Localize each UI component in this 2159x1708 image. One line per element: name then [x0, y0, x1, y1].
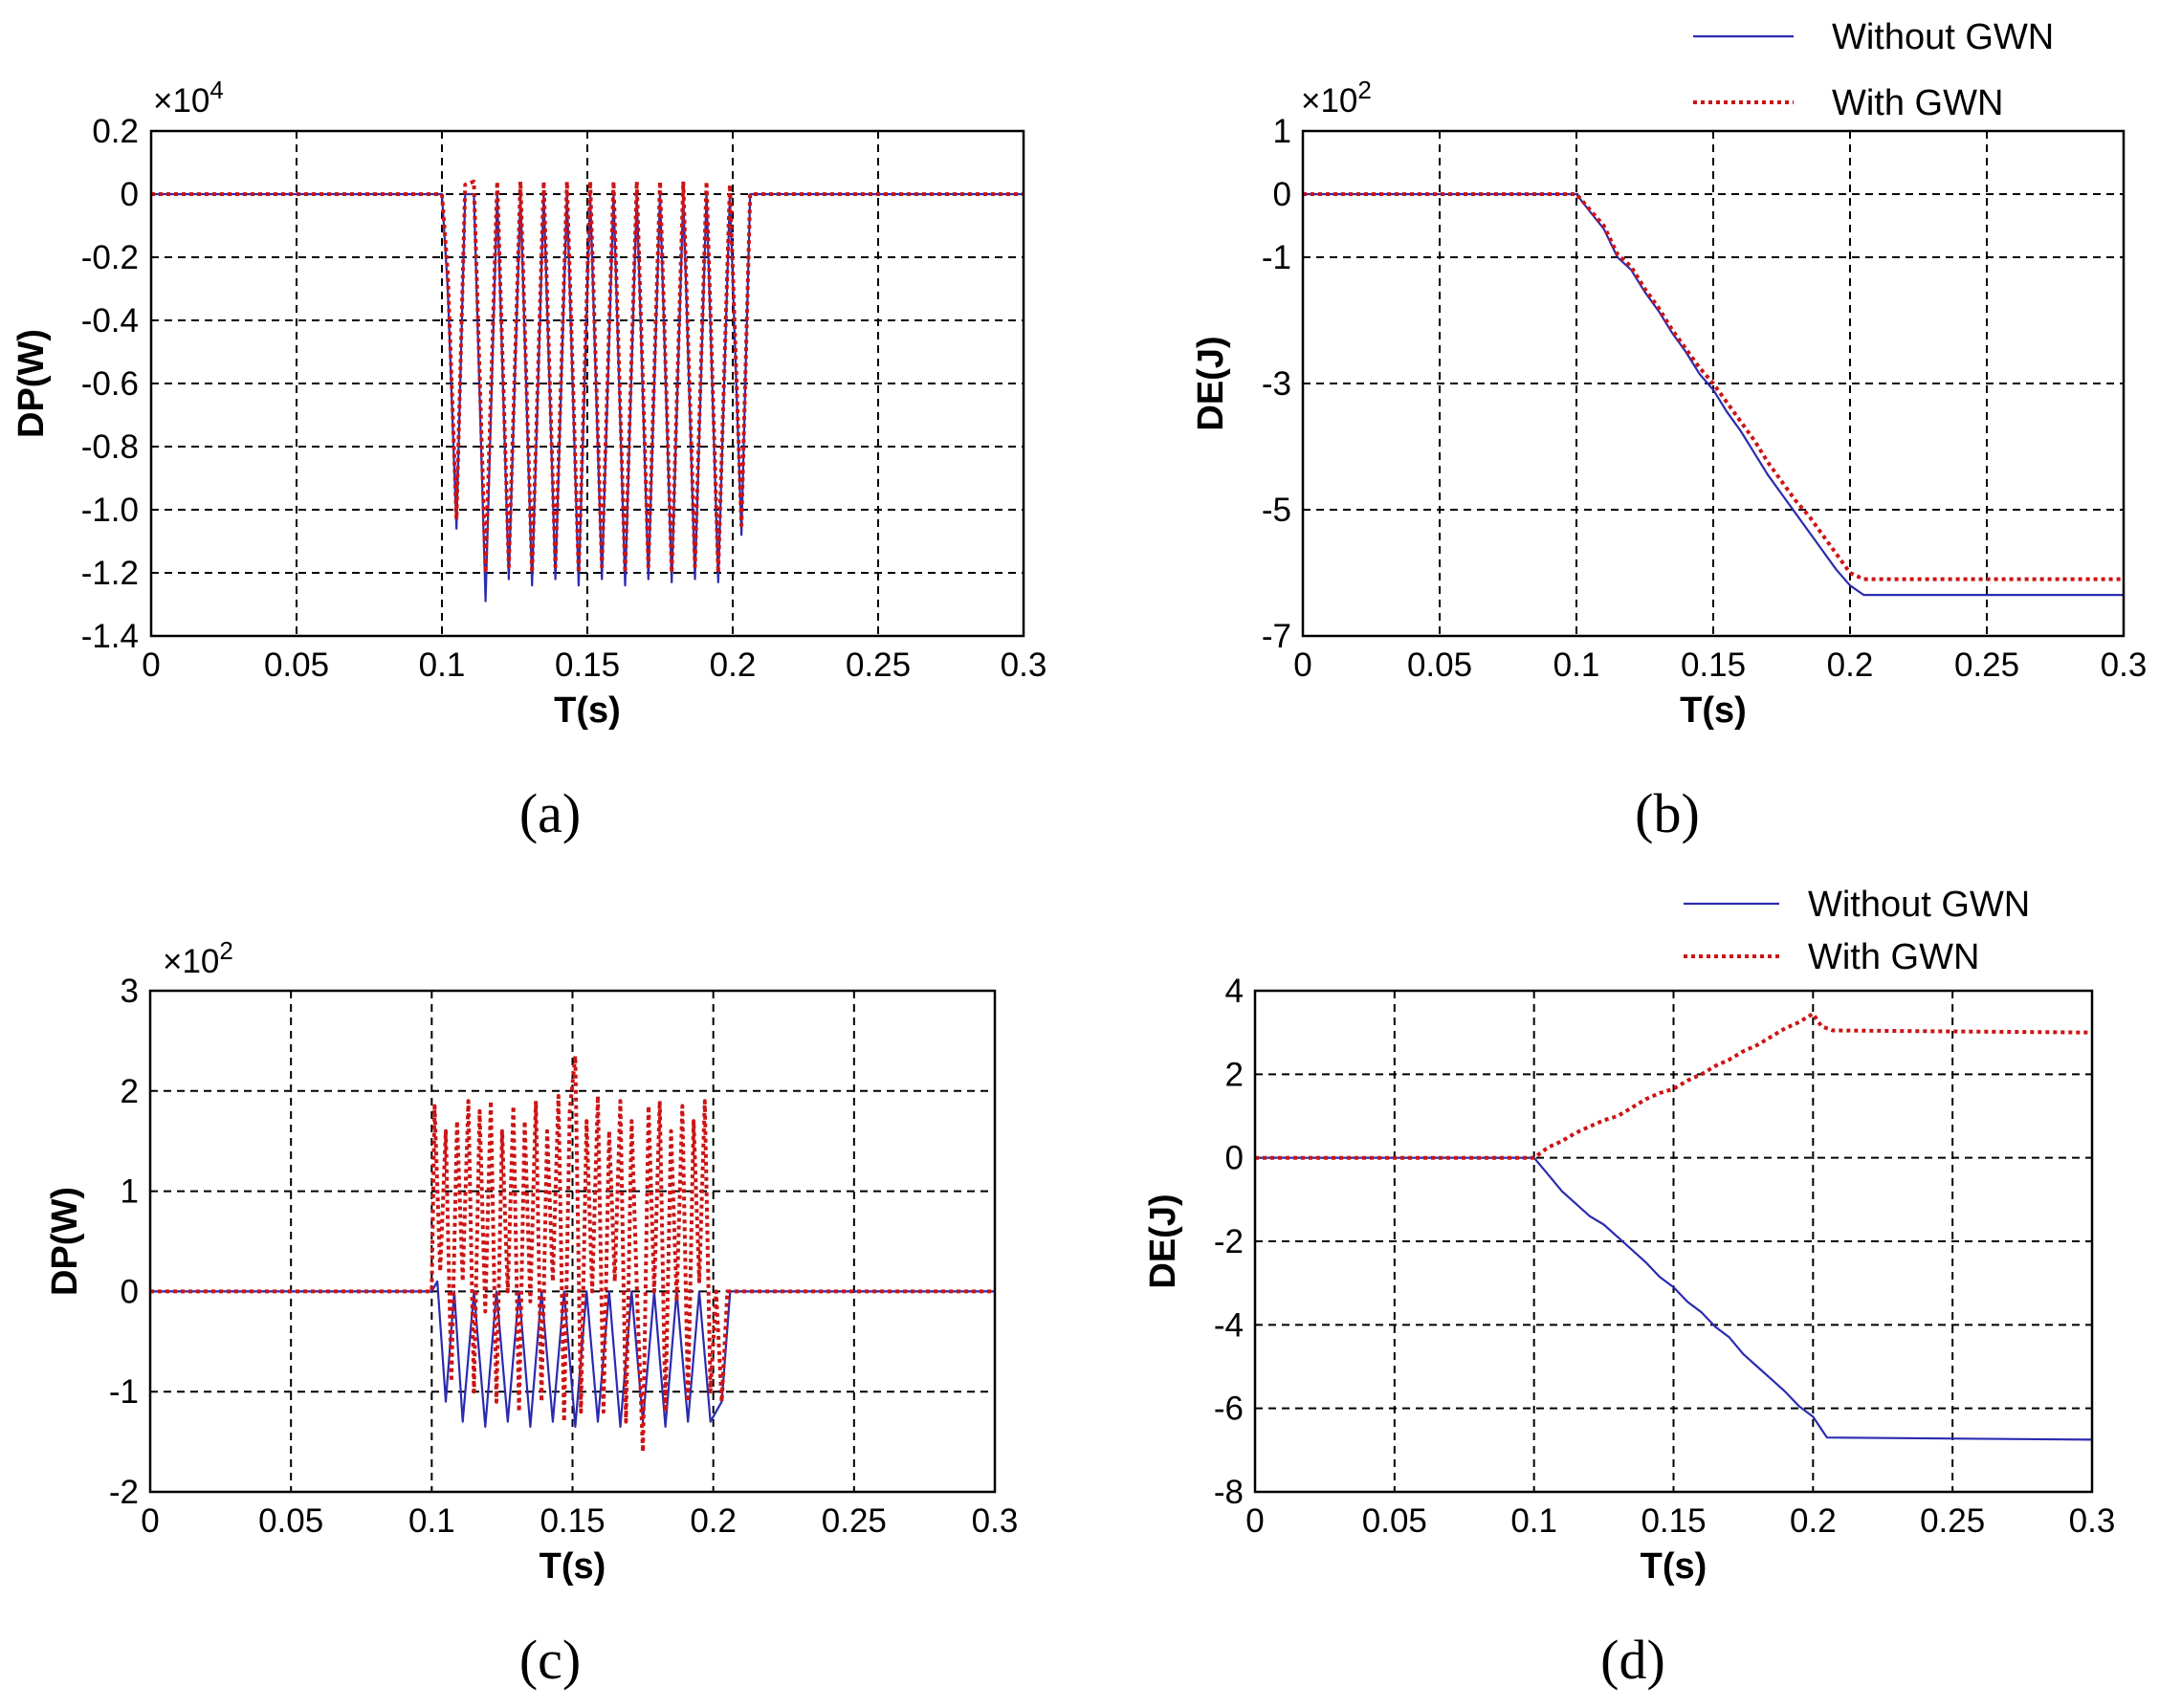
y-tick-label: 0: [121, 176, 139, 213]
y-tick-label: 2: [1225, 1056, 1244, 1093]
x-tick-label: 0.3: [1001, 646, 1047, 684]
x-tick-label: 0.05: [1362, 1502, 1427, 1540]
x-tick-label: 0.15: [540, 1502, 605, 1540]
series-with-gwn: [1255, 1012, 2093, 1160]
series-without-gwn: [150, 1280, 995, 1429]
y-axis-label: DE(J): [1143, 1193, 1183, 1288]
y-tick-label: -8: [1214, 1474, 1244, 1511]
x-tick-label: 0.05: [264, 646, 329, 684]
y-tick-label: -1.2: [81, 555, 139, 592]
panel-a-caption: (a): [519, 782, 581, 844]
y-tick-label: 4: [1225, 973, 1244, 1010]
y-axis-label: DE(J): [1191, 336, 1231, 430]
y-tick-label: -2: [109, 1474, 139, 1511]
legend-label-with-gwn: With GWN: [1832, 83, 2003, 123]
y-tick-label: -1: [109, 1373, 139, 1411]
y-tick-label: 0: [1273, 176, 1291, 213]
x-axis-label: T(s): [1680, 690, 1747, 731]
y-tick-label: -0.4: [81, 302, 139, 339]
x-tick-label: 0.2: [690, 1502, 737, 1540]
x-tick-label: 0.1: [1553, 646, 1600, 684]
y-axis-multiplier: ×104: [153, 76, 224, 120]
panel-d-chart: 0 0.05 0.1 0.15 0.2 0.25 0.3 4 2 0 -2 -4 -6 -8 T(s) DE(…: [1143, 885, 2115, 1587]
x-tick-label: 0.15: [555, 646, 620, 684]
x-tick-label: 0.25: [822, 1502, 887, 1540]
x-tick-label: 0.2: [1790, 1502, 1837, 1540]
y-axis-label: DP(W): [45, 1187, 85, 1296]
x-tick-label: 0.3: [2101, 646, 2148, 684]
x-tick-label: 0.05: [258, 1502, 323, 1540]
y-tick-label: 0.2: [92, 113, 139, 150]
x-tick-label: 0.05: [1407, 646, 1472, 684]
x-axis-label: T(s): [554, 690, 621, 731]
x-tick-label: 0.1: [1510, 1502, 1557, 1540]
x-tick-label: 0: [142, 646, 160, 684]
y-axis-label: DP(W): [11, 329, 52, 438]
x-tick-label: 0.2: [1827, 646, 1874, 684]
plot-frame: [149, 129, 1025, 638]
y-tick-label: 1: [1273, 113, 1291, 150]
y-tick-label: 1: [121, 1173, 139, 1211]
x-tick-label: 0: [141, 1502, 159, 1540]
y-tick-label: -4: [1214, 1306, 1244, 1344]
x-tick-label: 0.25: [846, 646, 911, 684]
legend-label-with-gwn: With GWN: [1808, 937, 1979, 977]
plot-frame: [148, 989, 997, 1494]
series-without-gwn: [1255, 1156, 2093, 1441]
panel-b-chart: 0 0.05 0.1 0.15 0.2 0.25 0.3 1 0 -1 -3 -5 -7 T(s) DE(J…: [1191, 17, 2147, 731]
panel-d-caption: (d): [1600, 1629, 1665, 1691]
x-tick-label: 0.25: [1954, 646, 2019, 684]
y-tick-label: -0.8: [81, 428, 139, 466]
panel-b-caption: (b): [1635, 782, 1700, 844]
y-tick-label: -6: [1214, 1390, 1244, 1428]
x-tick-label: 0.2: [710, 646, 757, 684]
x-axis-label: T(s): [1641, 1546, 1707, 1587]
panel-a-chart: 0 0.05 0.1 0.15 0.2 0.25 0.3 0.2 0 -0.2 -0.4 -0.6 -0…: [11, 76, 1046, 731]
x-tick-label: 0.1: [419, 646, 466, 684]
y-axis-multiplier: ×102: [163, 936, 233, 980]
series-with-gwn: [151, 179, 1024, 575]
y-tick-label: -1.4: [81, 618, 139, 655]
y-tick-label: -7: [1262, 618, 1291, 655]
x-tick-label: 0.3: [2069, 1502, 2116, 1540]
series-with-gwn: [150, 1054, 995, 1455]
plot-frame: [1253, 989, 2094, 1494]
y-tick-label: -0.2: [81, 239, 139, 276]
y-tick-label: 2: [121, 1073, 139, 1110]
x-tick-label: 0.1: [408, 1502, 455, 1540]
x-tick-label: 0.15: [1641, 1502, 1706, 1540]
legend-label-without-gwn: Without GWN: [1808, 885, 2030, 925]
y-tick-label: -0.6: [81, 365, 139, 403]
x-tick-label: 0: [1245, 1502, 1264, 1540]
y-tick-label: -1.0: [81, 492, 139, 529]
x-tick-label: 0: [1293, 646, 1311, 684]
y-tick-label: 0: [121, 1273, 139, 1310]
legend: Without GWN With GWN: [1684, 885, 2030, 977]
y-axis-multiplier: ×102: [1301, 76, 1372, 120]
legend-label-without-gwn: Without GWN: [1832, 17, 2054, 57]
y-tick-label: -3: [1262, 365, 1291, 403]
x-tick-label: 0.3: [972, 1502, 1019, 1540]
legend: Without GWN With GWN: [1693, 17, 2054, 123]
y-tick-label: 3: [121, 973, 139, 1010]
x-tick-label: 0.25: [1920, 1502, 1985, 1540]
y-tick-label: -2: [1214, 1223, 1244, 1260]
y-tick-label: -5: [1262, 492, 1291, 529]
y-tick-label: 0: [1225, 1140, 1244, 1177]
panel-c-chart: 0 0.05 0.1 0.15 0.2 0.25 0.3 3 2 1 0 -1 -2 T(s) DP(W) ×…: [45, 936, 1018, 1587]
x-tick-label: 0.15: [1681, 646, 1746, 684]
series-with-gwn: [1303, 192, 2124, 581]
panel-c-caption: (c): [519, 1629, 581, 1691]
y-tick-label: -1: [1262, 239, 1291, 276]
plot-frame: [1301, 129, 2126, 638]
x-axis-label: T(s): [540, 1546, 606, 1587]
